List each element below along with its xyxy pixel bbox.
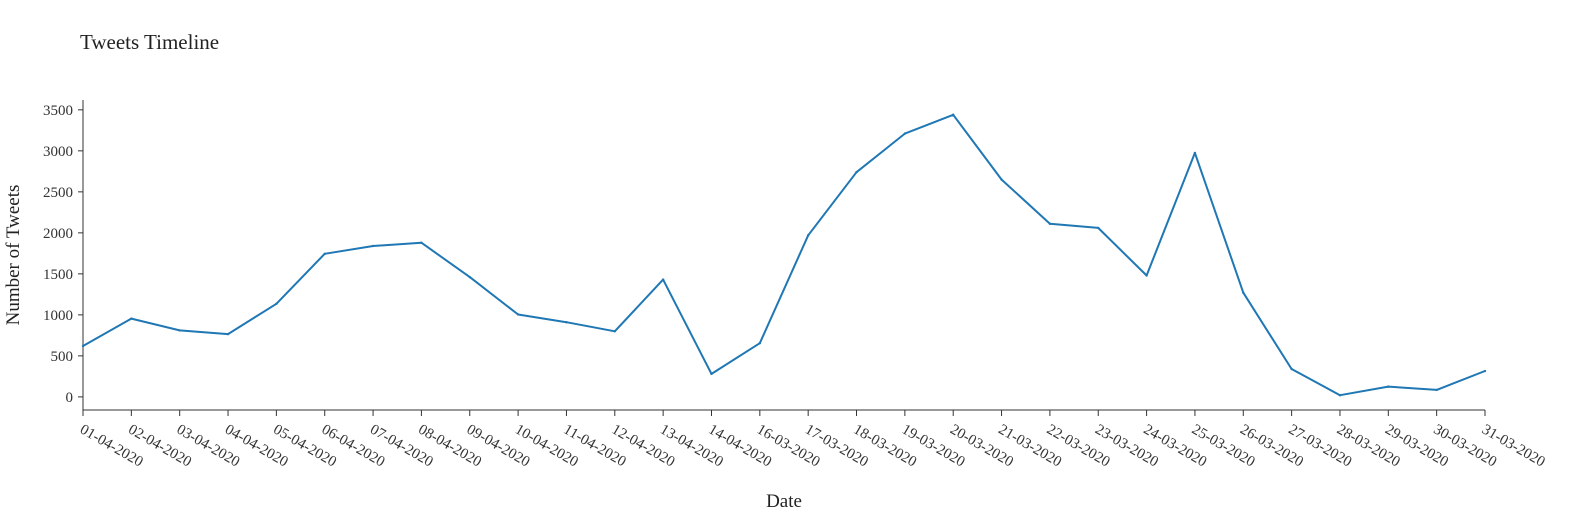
data-point [468,275,471,279]
data-point [661,278,665,281]
y-axis-label: Number of Tweets [3,185,24,326]
x-axis-label: Date [766,491,802,512]
series-line [82,113,1486,397]
data-point [806,234,810,237]
y-tick-label: 3000 [43,144,73,160]
y-tick-label: 3500 [43,103,73,119]
data-point [1145,274,1148,277]
data-point [1290,367,1293,371]
data-point [323,252,326,255]
data-point [1048,222,1052,226]
data-point [130,317,133,320]
series-group [81,113,1487,397]
data-point [516,313,520,316]
data-point [613,330,616,333]
data-point [903,132,907,135]
y-tick-label: 2000 [43,226,73,242]
data-point [371,244,375,248]
data-point [275,302,278,305]
data-point [1193,151,1197,155]
data-point [710,372,713,376]
x-axis: 01-04-202002-04-202003-04-202004-04-2020… [77,409,1548,470]
data-point [420,241,423,244]
y-tick-label: 2500 [43,185,73,201]
data-point [952,113,955,116]
data-point [226,332,230,336]
data-point [1483,369,1487,373]
data-point [1338,394,1342,397]
chart-title: Tweets Timeline [80,30,219,54]
data-point [178,329,181,332]
data-point [1435,388,1438,392]
data-point [565,321,568,324]
y-tick-label: 1500 [43,267,73,283]
data-point [855,170,858,174]
y-tick-label: 0 [66,390,74,406]
y-axis: 0 500 1000 1500 2000 2500 3000 3500 [43,100,84,410]
data-point [81,344,85,348]
y-tick-label: 500 [51,349,74,365]
data-point [1000,178,1003,181]
y-tick-label: 1000 [43,308,73,324]
data-point [1242,291,1245,294]
data-point [1097,226,1100,230]
data-point [1387,385,1390,388]
data-point [758,341,762,345]
